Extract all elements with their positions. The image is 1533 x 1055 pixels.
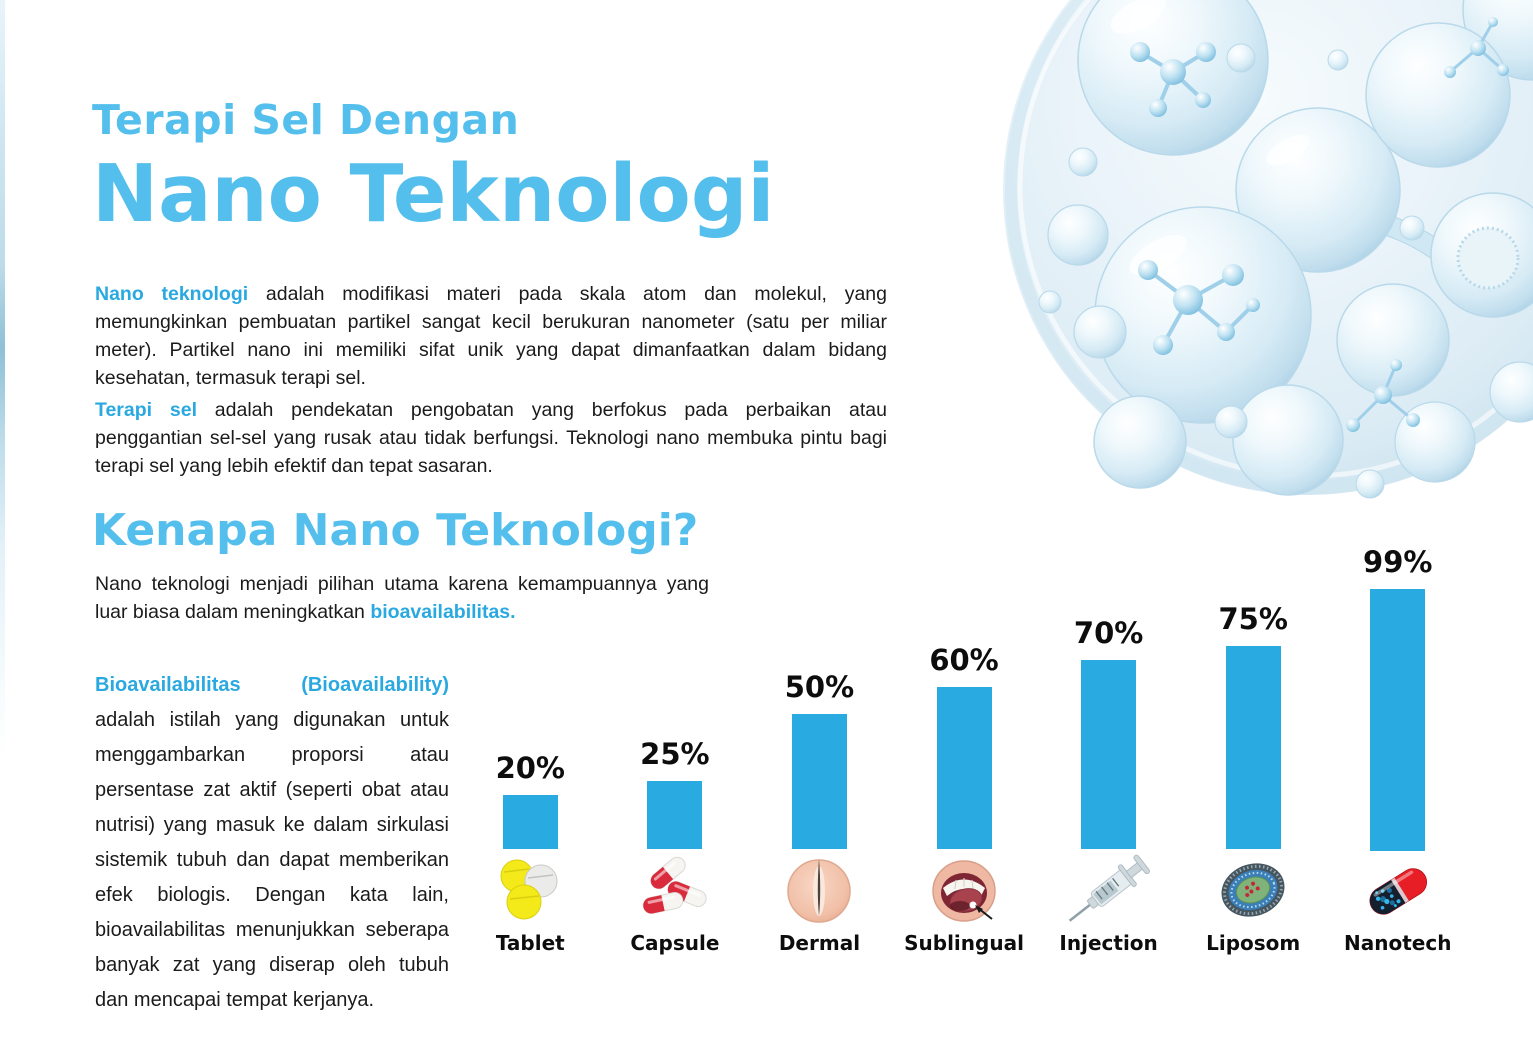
bar-injection bbox=[1081, 660, 1137, 849]
capsules-icon bbox=[630, 852, 720, 927]
bar-tablet bbox=[502, 795, 558, 849]
sublingual-mouth-icon bbox=[919, 852, 1009, 927]
bar-category-label: Liposom bbox=[1206, 931, 1301, 955]
bar-value-label: 50% bbox=[784, 670, 855, 704]
chart-column-tablet: 20% Tablet bbox=[458, 545, 603, 955]
bar-liposom bbox=[1225, 646, 1281, 849]
bar-category-label: Nanotech bbox=[1344, 931, 1452, 955]
bar-category-label: Capsule bbox=[630, 931, 720, 955]
bar-value-label: 20% bbox=[495, 751, 565, 785]
bar-category-label: Tablet bbox=[495, 931, 565, 955]
section-heading-kenapa: Kenapa Nano Teknologi? bbox=[92, 505, 699, 556]
paragraph-terapi-sel: Terapi sel adalah pendekatan pengobatan … bbox=[95, 396, 887, 480]
bar-value-label: 60% bbox=[929, 643, 999, 677]
paragraph-lead: Bioavailabilitas (Bioavailability) bbox=[95, 674, 449, 696]
bar-value-label: 99% bbox=[1363, 545, 1433, 579]
paragraph-kenapa: Nano teknologi menjadi pilihan utama kar… bbox=[95, 570, 709, 626]
chart-column-nanotech: 99% Nanotech bbox=[1325, 545, 1470, 955]
bar-category-label: Dermal bbox=[778, 931, 861, 955]
chart-column-injection: 70% Injection bbox=[1036, 545, 1181, 955]
bar-value-label: 25% bbox=[640, 737, 710, 771]
paragraph-text: adalah istilah yang digunakan untuk meng… bbox=[95, 709, 449, 1011]
bar-category-label: Sublingual bbox=[904, 931, 1024, 955]
molecular-bubbles-art bbox=[1003, 0, 1533, 499]
paragraph-bioavailabilitas: Bioavailabilitas (Bioavailability) adala… bbox=[95, 668, 449, 1018]
paragraph-text: adalah modifikasi materi pada skala atom… bbox=[95, 283, 887, 389]
chart-column-liposom: 75% Liposom bbox=[1181, 545, 1326, 955]
bar-category-label: Injection bbox=[1059, 931, 1158, 955]
paragraph-text: Nano teknologi menjadi pilihan utama kar… bbox=[95, 573, 709, 623]
chart-column-sublingual: 60% Sublingual bbox=[892, 545, 1037, 955]
title-line2: Nano Teknologi bbox=[92, 148, 775, 240]
tablet-pills-icon bbox=[485, 852, 575, 927]
chart-column-dermal: 50% Dermal bbox=[747, 545, 892, 955]
bar-sublingual bbox=[936, 687, 992, 849]
paragraph-nano-teknologi: Nano teknologi adalah modifikasi materi … bbox=[95, 280, 887, 392]
paragraph-text: adalah pendekatan pengobatan yang berfok… bbox=[95, 399, 887, 477]
bar-dermal bbox=[791, 714, 847, 849]
bar-value-label: 75% bbox=[1218, 602, 1288, 636]
bar-capsule bbox=[647, 781, 703, 849]
bar-value-label: 70% bbox=[1073, 616, 1144, 650]
paragraph-lead: Terapi sel bbox=[95, 399, 197, 421]
injection-syringe-icon bbox=[1064, 852, 1154, 927]
title-line1: Terapi Sel Dengan bbox=[92, 96, 520, 144]
dermal-skin-icon bbox=[774, 852, 864, 927]
page-title: Terapi Sel Dengan Nano Teknologi bbox=[92, 96, 774, 240]
paragraph-lead: Nano teknologi bbox=[95, 283, 249, 305]
nanotech-capsule-icon bbox=[1353, 854, 1443, 928]
chart-column-capsule: 25% Capsule bbox=[603, 545, 748, 955]
bioavailability-bar-chart: 20% Tablet 25% bbox=[458, 545, 1470, 955]
left-edge-art bbox=[0, 0, 5, 758]
paragraph-highlight: bioavailabilitas. bbox=[370, 601, 516, 623]
liposome-icon bbox=[1208, 852, 1298, 927]
bar-nanotech bbox=[1370, 589, 1426, 851]
